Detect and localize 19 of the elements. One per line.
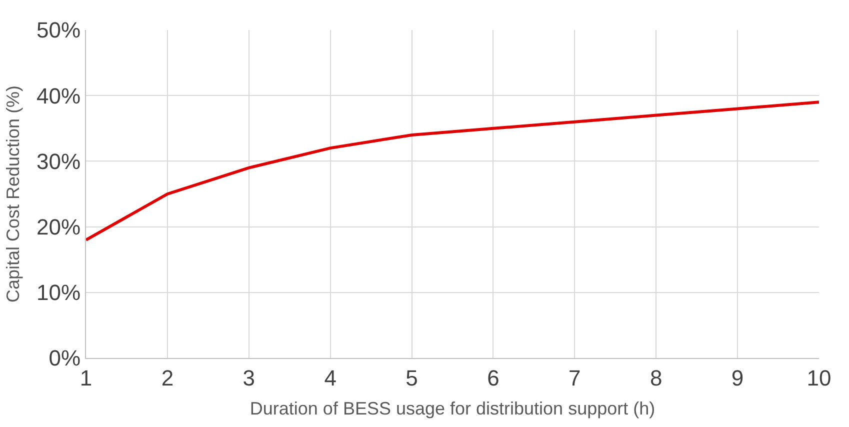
- x-tick-label: 3: [242, 365, 256, 390]
- x-tick-label: 7: [568, 365, 581, 390]
- y-tick-label: 50%: [36, 18, 81, 43]
- y-tick-label: 40%: [36, 83, 81, 108]
- x-tick-label: 8: [650, 365, 662, 390]
- y-tick-label: 20%: [36, 214, 81, 240]
- x-tick-label: 1: [80, 365, 92, 390]
- x-axis-title: Duration of BESS usage for distribution support (h): [250, 398, 656, 418]
- x-tick-label: 10: [806, 365, 832, 390]
- x-tick-label: 5: [406, 365, 418, 390]
- y-axis-title: Capital Cost Reduction (%): [2, 85, 23, 303]
- y-tick-label: 0%: [48, 346, 81, 371]
- x-tick-label: 4: [324, 365, 336, 390]
- line-series: [86, 100, 819, 242]
- x-tick-label: 6: [487, 365, 500, 390]
- x-tick-label: 9: [731, 365, 744, 390]
- y-tick-label: 30%: [36, 148, 81, 174]
- x-tick-label: 2: [161, 365, 174, 390]
- y-tick-label: 10%: [36, 280, 81, 306]
